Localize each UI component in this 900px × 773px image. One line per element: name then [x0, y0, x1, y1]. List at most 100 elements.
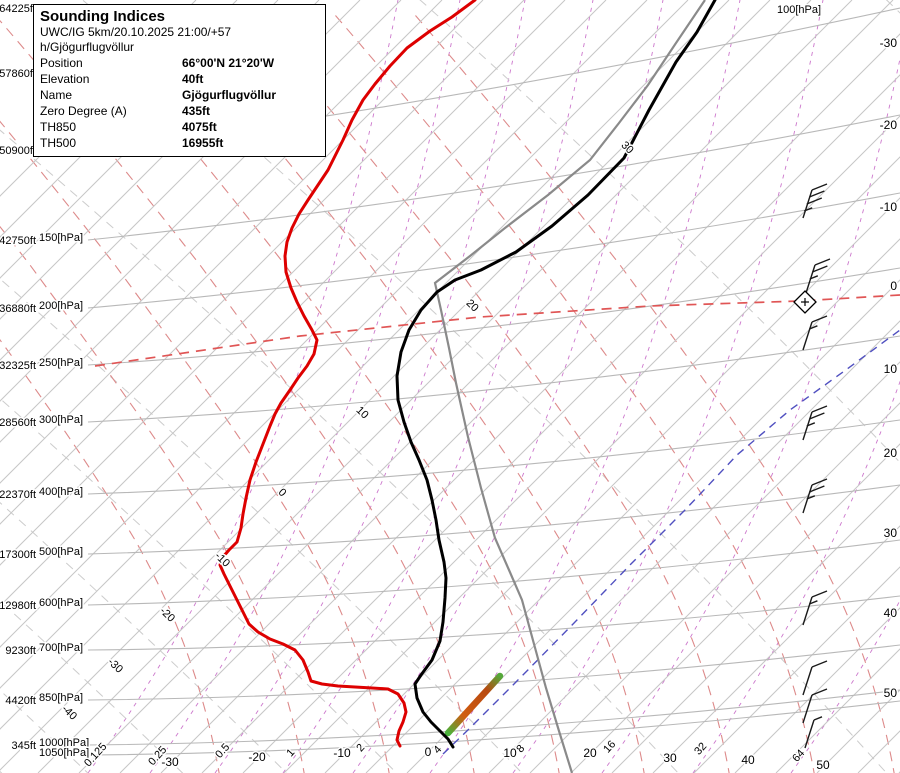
mixing-ratio-label: 4 [431, 744, 444, 757]
wind-barb [802, 183, 828, 219]
pressure-hpa-label: 850[hPa] [39, 692, 83, 704]
pressure-hpa-label: 700[hPa] [39, 642, 83, 654]
info-row-elevation: Elevation 40ft [40, 71, 319, 87]
isobar-line [87, 700, 900, 756]
isotherm-line [201, 74, 900, 773]
isobar-line [87, 484, 900, 555]
info-label: Position [40, 56, 83, 70]
altitude-ft-label: 345ft [12, 740, 36, 752]
info-value: 66°00'N 21°20'W [182, 56, 275, 70]
mixing-ratio-line [87, 0, 399, 773]
temp-axis-bottom-label: 40 [741, 753, 755, 767]
isotherm-line [78, 0, 853, 773]
model-run-label: UWC/IG 5km/20.10.2025 21:00/+57 h/Gjögur… [40, 25, 232, 54]
wind-barb [802, 478, 828, 514]
info-row-th850: TH850 4075ft [40, 119, 319, 135]
temp-axis-right-label: 30 [884, 526, 898, 540]
altitude-ft-label: 22370ft [0, 489, 36, 501]
info-value: 435ft [182, 104, 211, 118]
isotherm-line [365, 238, 900, 773]
moist-adiabat-line [0, 225, 305, 773]
info-value: 16955ft [182, 136, 224, 150]
isobar-line [87, 539, 900, 606]
wind-barb [802, 315, 828, 351]
adiabat-label: -30 [105, 656, 125, 676]
temp-axis-bottom-label: 30 [663, 751, 677, 765]
dewpoint-curve [218, 0, 477, 748]
mixing-ratio-line [429, 0, 741, 773]
info-row-position: Position 66°00'N 21°20'W [40, 55, 319, 71]
altitude-ft-label: 42750ft [0, 235, 36, 247]
temp-axis-bottom-label: 20 [583, 746, 597, 760]
altitude-ft-label: 12980ft [0, 600, 36, 612]
surface-lift-marker [444, 672, 504, 737]
sounding-indices-panel: Sounding Indices UWC/IG 5km/20.10.2025 2… [33, 4, 326, 157]
isobar-line [87, 595, 900, 651]
mixing-ratio-line [214, 0, 526, 773]
mixing-ratio-line [601, 56, 900, 773]
temp-axis-bottom-label: 0 [425, 745, 432, 759]
pressure-hpa-label: 100[hPa] [777, 4, 821, 16]
pressure-hpa-label: 1050[hPa] [39, 747, 89, 759]
mixing-ratio-line [282, 0, 594, 773]
temp-axis-right-label: -10 [880, 200, 898, 214]
isotherm-line [119, 0, 894, 773]
temp-axis-bottom-label: -10 [333, 746, 351, 760]
info-value: 40ft [182, 72, 204, 86]
adiabat-label: 0 [276, 486, 289, 499]
info-row-zero-degree: Zero Degree (A) 435ft [40, 103, 319, 119]
moist-adiabat-line [249, 14, 730, 773]
isotherm-line [652, 525, 900, 773]
info-label: TH500 [40, 136, 77, 150]
temp-axis-right-label: 10 [884, 362, 898, 376]
isotherm-line [0, 0, 689, 689]
mixing-ratio-lines [87, 0, 900, 773]
mixing-ratio-label: 2 [354, 742, 367, 755]
mixing-ratio-line [352, 0, 664, 773]
altitude-ft-label: 64225ft [0, 3, 36, 15]
isobar-line [87, 335, 900, 423]
mixing-ratio-label: 64 [790, 747, 807, 764]
mixing-ratio-line [512, 0, 824, 773]
info-row-th500: TH500 16955ft [40, 135, 319, 151]
pressure-hpa-label: 250[hPa] [39, 357, 83, 369]
adiabat-label: -40 [59, 703, 79, 723]
wind-barb-column [793, 183, 831, 749]
temp-axis-bottom-label: -20 [248, 750, 266, 764]
isobar-line [87, 419, 900, 495]
moist-adiabat-line [414, 14, 895, 773]
wind-barb [802, 688, 828, 724]
isobar-line [87, 689, 900, 746]
isotherm-line [0, 0, 484, 484]
isobar-line [87, 114, 900, 241]
info-label: Name [40, 88, 73, 102]
diamond-plus-marker [793, 290, 817, 314]
pressure-hpa-label: 400[hPa] [39, 486, 83, 498]
wind-barb [802, 590, 828, 626]
adiabat-label: 10 [354, 404, 371, 421]
isotherm-line [611, 484, 900, 773]
isotherm-line [242, 115, 900, 773]
altitude-ft-label: 50900ft [0, 145, 36, 157]
mixing-ratio-line [149, 0, 461, 773]
altitude-ft-label: 17300ft [0, 549, 36, 561]
wind-barb [802, 405, 828, 441]
isotherm-line [0, 0, 730, 730]
isotherm-line [693, 566, 900, 773]
temp-axis-right-label: 40 [884, 606, 898, 620]
temp-axis-bottom-label: 10 [503, 746, 517, 760]
altitude-ft-label: 4420ft [5, 695, 36, 707]
pressure-hpa-label: 200[hPa] [39, 300, 83, 312]
blue-guide-line [442, 329, 900, 755]
isotherm-line [37, 0, 812, 773]
isotherm-line [0, 0, 648, 648]
mixing-ratio-line [692, 380, 900, 773]
temp-axis-right-label: 50 [884, 686, 898, 700]
info-label: Elevation [40, 72, 90, 86]
wind-barb [804, 716, 823, 749]
tropopause-line [94, 294, 900, 367]
isobar-line [87, 267, 900, 366]
mixing-ratio-line [790, 599, 900, 773]
pressure-hpa-label: 1000[hPa] [39, 737, 89, 749]
